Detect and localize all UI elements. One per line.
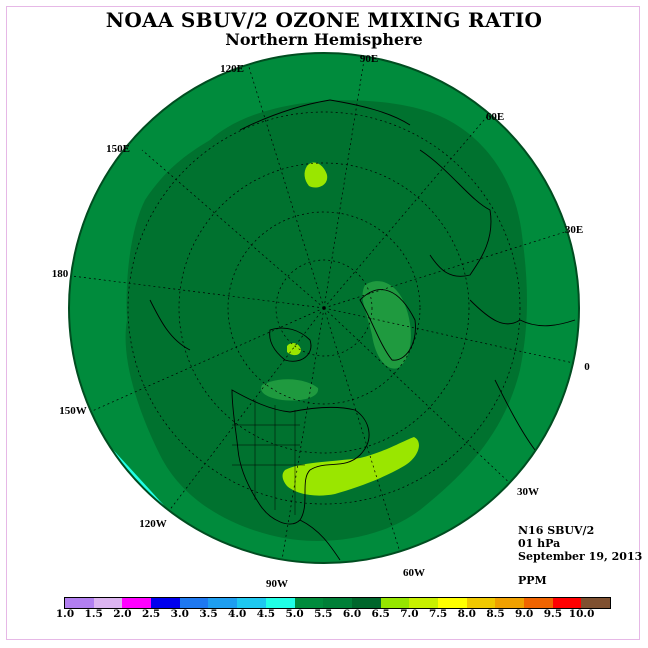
- colorbar-swatch: [208, 598, 238, 608]
- colorbar-swatch: [524, 598, 553, 608]
- ozone-patch-lime-c: [282, 437, 419, 496]
- colorbar-tick-label: 10.0: [568, 608, 595, 620]
- colorbar-swatch: [380, 598, 410, 608]
- colorbar-swatch: [294, 598, 324, 608]
- ozone-band-core: [125, 100, 527, 542]
- colorbar-swatch: [179, 598, 209, 608]
- figure-frame: [6, 6, 640, 640]
- colorbar-swatch: [437, 598, 467, 608]
- chart-subtitle: Northern Hemisphere: [225, 30, 423, 49]
- lon-label-120w: 120W: [139, 518, 167, 530]
- colorbar-swatch: [552, 598, 582, 608]
- colorbar-tick-label: 2.5: [141, 608, 161, 620]
- lon-label-60e: 60E: [486, 111, 504, 123]
- map-boundary: [68, 52, 580, 564]
- lon-label-90e: 90E: [360, 53, 378, 65]
- colorbar-tick-label: 1.0: [55, 608, 75, 620]
- colorbar-tick-label: 3.5: [199, 608, 218, 620]
- colorbar-tick-label: 8.0: [457, 608, 476, 620]
- lon-label-30e: 30E: [565, 224, 583, 236]
- colorbar-tick-label: 1.5: [84, 608, 103, 620]
- colorbar-tick-label: 6.0: [342, 608, 362, 620]
- lon-label-0: 0: [584, 361, 590, 373]
- colorbar-tick-label: 8.5: [486, 608, 505, 620]
- colorbar-tick-label: 4.0: [228, 608, 247, 620]
- colorbar-tick-label: 5.5: [314, 608, 333, 620]
- ozone-patch-b: [261, 379, 319, 401]
- lon-label-90w: 90W: [266, 578, 288, 590]
- lon-label-120e: 120E: [220, 63, 244, 75]
- lon-label-60w: 60W: [403, 567, 425, 579]
- meridian-grid: [71, 53, 579, 563]
- colorbar-tick-label: 3.0: [170, 608, 189, 620]
- ozone-patch-a: [362, 281, 411, 369]
- colorbar-swatch: [323, 598, 352, 608]
- chart-title: NOAA SBUV/2 OZONE MIXING RATIO: [105, 8, 543, 32]
- lon-label-150w: 150W: [59, 405, 87, 417]
- coastlines: [149, 99, 576, 561]
- colorbar-swatch: [495, 598, 524, 608]
- colorbar-tick-label: 9.0: [515, 608, 534, 620]
- colorbar-swatch: [93, 598, 123, 608]
- colorbar-tick-label: 9.5: [543, 608, 563, 620]
- colorbar-swatch: [351, 598, 381, 608]
- info-level: 01 hPa: [518, 537, 561, 550]
- colorbar-tick-label: 5.0: [285, 608, 304, 620]
- colorbar-tick-label: 7.0: [400, 608, 419, 620]
- colorbar-swatch: [581, 598, 611, 608]
- colorbar-tick-label: 6.5: [371, 608, 390, 620]
- colorbar-tick-label: 4.5: [256, 608, 276, 620]
- colorbar-swatch: [151, 598, 180, 608]
- latitude-grid: [127, 111, 521, 505]
- colorbar-swatch: [65, 598, 94, 608]
- lon-label-30w: 30W: [517, 486, 539, 498]
- colorbar-tick-label: 2.0: [113, 608, 132, 620]
- info-date: September 19, 2013: [518, 550, 643, 563]
- colorbar-swatch: [122, 598, 152, 608]
- ozone-patch-lime-a: [304, 162, 328, 188]
- colorbar-tick-label: 7.5: [428, 608, 448, 620]
- colorbar-swatch: [409, 598, 438, 608]
- colorbar: [64, 597, 612, 609]
- info-units: PPM: [518, 574, 547, 587]
- colorbar-swatch: [466, 598, 496, 608]
- lon-label-150e: 150E: [106, 143, 130, 155]
- colorbar-swatch: [237, 598, 266, 608]
- colorbar-swatch: [265, 598, 295, 608]
- lon-label-180: 180: [52, 268, 69, 280]
- info-satellite: N16 SBUV/2: [518, 524, 595, 537]
